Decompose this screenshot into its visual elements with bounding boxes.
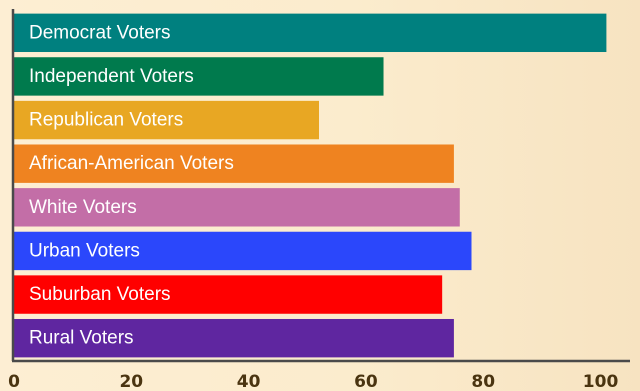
x-tick-label: 100	[583, 372, 619, 391]
bar-label: White Voters	[29, 197, 137, 218]
bar-label: African-American Voters	[29, 153, 234, 174]
bar-republican-voters	[14, 100, 319, 140]
bar-urban-voters	[14, 231, 472, 271]
bar-white-voters	[14, 188, 460, 227]
bars-layer: Democrat Voters Independent Voters Republi…	[14, 13, 607, 358]
bar-african-american-voters	[14, 144, 454, 183]
bar-label: Republican Voters	[29, 110, 183, 131]
bar-rural-voters	[14, 318, 454, 358]
bar-label: Urban Voters	[29, 240, 140, 261]
x-tick-label: 80	[471, 372, 495, 391]
x-tick-label: 40	[237, 372, 261, 391]
bar-label: Democrat Voters	[29, 22, 171, 43]
bar-suburban-voters	[14, 275, 443, 314]
x-tick-label: 0	[8, 372, 20, 391]
x-tick-label: 20	[119, 372, 143, 391]
bar-label: Suburban Voters	[29, 284, 171, 305]
bar-label: Independent Voters	[29, 66, 194, 87]
x-tick-labels: 0 20 40 60 80 100	[8, 372, 618, 391]
bar-democrat-voters	[14, 13, 607, 53]
x-tick-label: 60	[354, 372, 378, 391]
bar-label: Rural Voters	[29, 328, 134, 349]
bar-independent-voters	[14, 57, 384, 96]
